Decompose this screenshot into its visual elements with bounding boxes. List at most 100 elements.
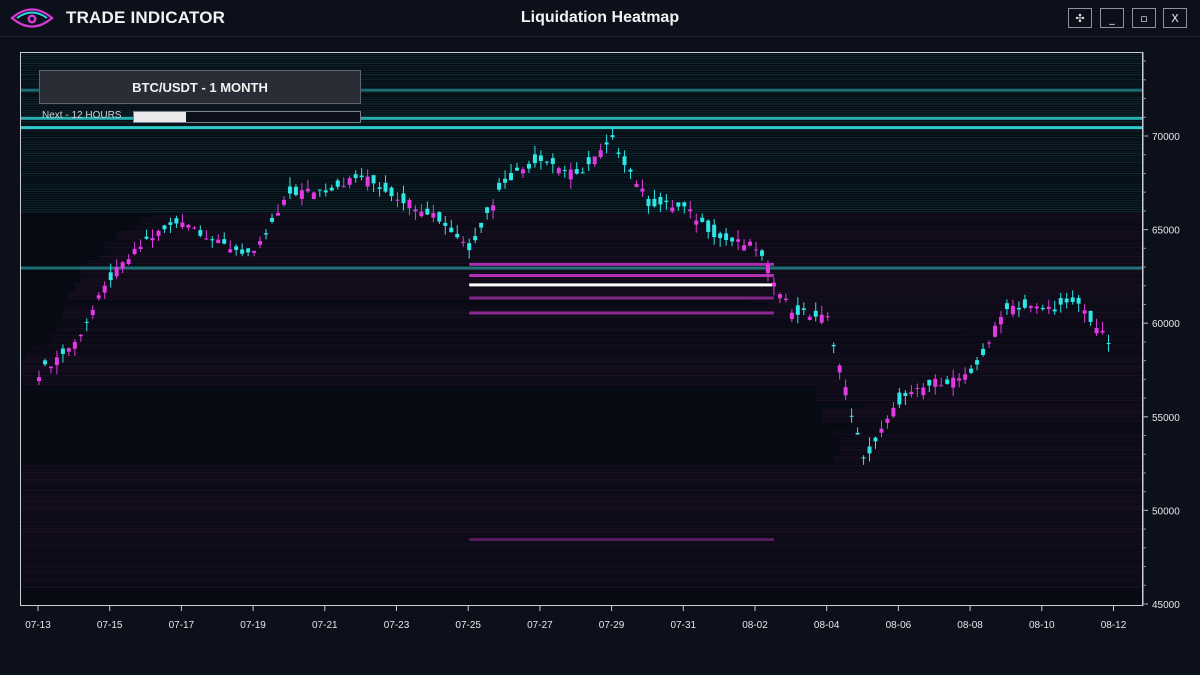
- candle-body: [843, 387, 848, 396]
- liquidation-band-layer: [21, 88, 1142, 541]
- heat-streak: [21, 121, 1142, 123]
- heat-streak: [21, 512, 1142, 514]
- heat-streak: [32, 348, 1142, 350]
- candle-body: [407, 199, 412, 209]
- heat-streak: [140, 222, 1142, 224]
- candle-body: [777, 294, 782, 299]
- heat-streak: [21, 505, 1142, 507]
- move-button[interactable]: ✣: [1068, 8, 1092, 28]
- heat-streak: [21, 581, 1142, 583]
- candle-body: [1034, 306, 1039, 309]
- maximize-button[interactable]: ▫: [1132, 8, 1156, 28]
- heat-streak: [21, 170, 1142, 172]
- heat-streak: [21, 101, 1142, 103]
- heat-streak: [56, 318, 1142, 321]
- heat-streak: [21, 498, 1142, 500]
- candle-body: [1094, 327, 1099, 334]
- heat-streak: [839, 444, 1142, 446]
- candle-body: [186, 224, 191, 228]
- heat-streak: [21, 53, 1142, 56]
- heat-streak: [21, 186, 1142, 188]
- candle-body: [503, 178, 508, 183]
- heat-streak: [56, 323, 1142, 325]
- heat-streak: [21, 379, 1142, 381]
- x-tick-label: 07-21: [312, 620, 338, 631]
- heat-streak: [21, 137, 1142, 139]
- candle-body: [562, 170, 567, 172]
- heat-streak: [851, 435, 1142, 437]
- heat-streak: [21, 541, 1142, 543]
- heat-streak: [851, 424, 1142, 426]
- heat-streak: [21, 489, 1142, 491]
- heat-streak: [839, 440, 1142, 442]
- candle-body: [998, 316, 1003, 325]
- candle-body: [903, 392, 908, 396]
- heat-streak: [815, 399, 1142, 402]
- heat-streak: [21, 58, 1142, 60]
- heat-streak: [965, 332, 1142, 334]
- heat-streak: [21, 80, 1142, 83]
- candle-body: [1010, 305, 1015, 315]
- candle-body: [305, 188, 310, 192]
- heat-streak: [116, 231, 1142, 233]
- candle-body: [813, 310, 818, 317]
- candle-body: [78, 334, 83, 337]
- candle-body: [443, 222, 448, 226]
- candle-body: [162, 225, 167, 230]
- heat-streak: [21, 566, 1142, 568]
- candle-body: [1046, 306, 1051, 310]
- heat-streak: [21, 204, 1142, 206]
- heat-streak: [44, 343, 1142, 345]
- candle-body: [574, 169, 579, 174]
- candle-body: [1070, 297, 1075, 303]
- heatmap-canvas[interactable]: [21, 53, 1143, 606]
- candle-body: [724, 233, 729, 241]
- candle-body: [1082, 310, 1087, 314]
- heat-streak: [140, 220, 1142, 222]
- candle-body: [90, 309, 95, 316]
- heat-streak: [863, 406, 1142, 408]
- candle-body: [132, 248, 137, 255]
- heat-streak: [21, 206, 1142, 208]
- candle-body: [795, 305, 800, 315]
- candle-body: [431, 212, 436, 218]
- heat-streak: [116, 235, 1142, 238]
- candle-body: [586, 157, 591, 165]
- heat-streak: [21, 154, 1142, 157]
- heat-streak: [62, 314, 1142, 316]
- minimize-button[interactable]: _: [1100, 8, 1124, 28]
- candle-body: [174, 218, 179, 224]
- heatmap-chart-area[interactable]: [20, 52, 1143, 606]
- heat-streak: [827, 431, 1142, 433]
- close-button[interactable]: X: [1163, 8, 1187, 28]
- candle-body: [371, 175, 376, 184]
- y-axis: 45000 50000 55000 60000 65000 70000: [1143, 60, 1180, 611]
- heat-streak: [21, 482, 1142, 485]
- heat-streak: [21, 148, 1142, 150]
- candle-body: [759, 250, 764, 256]
- x-tick-label: 07-25: [455, 620, 481, 631]
- heat-streak: [80, 278, 1142, 280]
- candle-body: [610, 135, 615, 138]
- heat-streak: [21, 184, 1142, 186]
- heat-streak: [21, 487, 1142, 489]
- x-tick-label: 07-27: [527, 620, 553, 631]
- heat-streak: [21, 527, 1142, 530]
- candle-body: [592, 156, 597, 165]
- candle-body: [556, 168, 561, 174]
- pair-timeframe-selector[interactable]: BTC/USDT - 1 MONTH: [39, 70, 361, 104]
- heat-streak: [248, 213, 1142, 215]
- candle-body: [700, 217, 705, 222]
- heat-streak: [21, 563, 1142, 566]
- heat-streak: [21, 557, 1142, 559]
- heat-streak: [21, 161, 1142, 163]
- candle-body: [120, 262, 125, 269]
- candle-body: [789, 312, 794, 320]
- heat-streak: [839, 451, 1142, 453]
- candle-body: [783, 298, 788, 301]
- heat-streak: [839, 453, 1142, 455]
- heat-streak: [21, 572, 1142, 575]
- heat-streak: [827, 433, 1142, 435]
- candle-body: [1106, 342, 1111, 344]
- heat-streak: [104, 247, 1142, 249]
